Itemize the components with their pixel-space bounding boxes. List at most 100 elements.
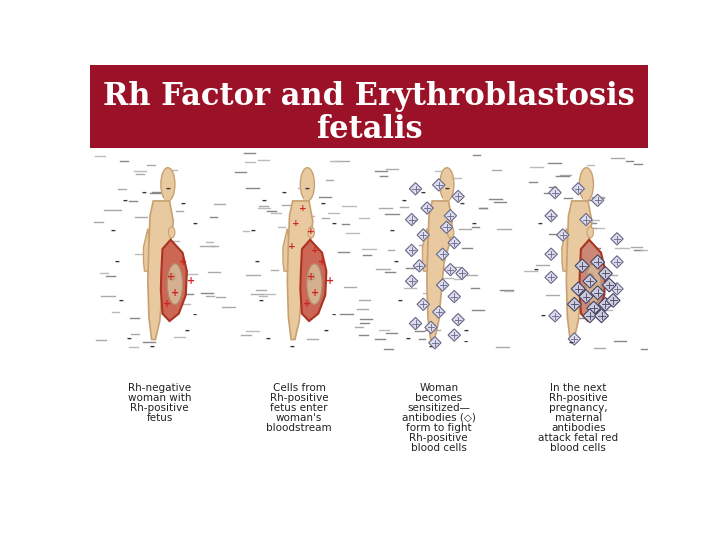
Text: +: +: [307, 272, 315, 282]
Polygon shape: [433, 306, 445, 318]
Bar: [90, 65, 648, 148]
Text: +: +: [179, 257, 187, 267]
Ellipse shape: [161, 168, 175, 201]
Text: –: –: [405, 334, 410, 344]
Polygon shape: [595, 309, 608, 323]
Text: –: –: [459, 199, 464, 209]
Text: –: –: [420, 187, 426, 198]
Polygon shape: [571, 282, 585, 296]
Text: maternal: maternal: [554, 413, 602, 423]
Bar: [90, 148, 648, 481]
Text: antibodies (◇): antibodies (◇): [402, 413, 476, 423]
Text: –: –: [464, 338, 468, 347]
Text: –: –: [397, 295, 402, 306]
Text: +: +: [288, 242, 295, 251]
Text: +: +: [326, 276, 334, 286]
Text: Rh-positive: Rh-positive: [549, 393, 608, 403]
Polygon shape: [598, 298, 612, 311]
Text: –: –: [165, 184, 170, 194]
Polygon shape: [549, 309, 561, 322]
Polygon shape: [557, 229, 569, 241]
Ellipse shape: [580, 168, 593, 201]
Polygon shape: [602, 278, 616, 292]
Polygon shape: [413, 260, 426, 272]
Text: +: +: [303, 299, 311, 309]
Text: –: –: [305, 184, 310, 194]
Text: –: –: [537, 218, 542, 228]
Text: –: –: [332, 218, 336, 228]
Text: fetus enter: fetus enter: [271, 403, 328, 413]
Text: –: –: [181, 199, 186, 209]
Polygon shape: [427, 201, 452, 340]
Text: –: –: [471, 218, 476, 228]
Polygon shape: [579, 289, 593, 303]
Polygon shape: [143, 228, 150, 271]
Polygon shape: [405, 213, 418, 226]
Polygon shape: [590, 255, 605, 269]
Text: antibodies: antibodies: [551, 423, 606, 433]
Text: woman's: woman's: [276, 413, 323, 423]
Text: –: –: [111, 226, 116, 236]
Ellipse shape: [308, 227, 315, 238]
Polygon shape: [448, 237, 461, 249]
Polygon shape: [441, 221, 453, 233]
Text: fetus: fetus: [147, 413, 173, 423]
Text: blood cells: blood cells: [411, 443, 467, 453]
Text: –: –: [332, 312, 336, 320]
Text: woman with: woman with: [128, 393, 192, 403]
Polygon shape: [545, 210, 557, 222]
Polygon shape: [549, 186, 561, 199]
Circle shape: [308, 273, 315, 280]
Text: –: –: [254, 257, 259, 267]
Text: +: +: [318, 257, 327, 267]
Circle shape: [587, 273, 593, 280]
Ellipse shape: [586, 264, 601, 305]
Text: –: –: [394, 257, 399, 267]
Text: +: +: [163, 299, 171, 309]
Text: –: –: [320, 199, 325, 209]
Polygon shape: [423, 228, 429, 271]
Polygon shape: [428, 336, 441, 349]
Polygon shape: [148, 201, 174, 340]
Polygon shape: [436, 279, 449, 291]
Polygon shape: [409, 318, 422, 330]
Bar: [582, 196, 588, 205]
Polygon shape: [417, 229, 429, 241]
Polygon shape: [433, 179, 445, 191]
Ellipse shape: [300, 168, 315, 201]
Polygon shape: [580, 240, 606, 321]
Ellipse shape: [167, 264, 183, 305]
Polygon shape: [583, 274, 597, 288]
Text: –: –: [126, 334, 131, 344]
Text: +: +: [171, 288, 179, 298]
Polygon shape: [444, 264, 456, 276]
Text: –: –: [266, 334, 271, 344]
Text: –: –: [402, 195, 406, 205]
Polygon shape: [606, 294, 620, 307]
Text: –: –: [142, 187, 147, 198]
Text: –: –: [324, 326, 329, 336]
Polygon shape: [611, 283, 624, 295]
Polygon shape: [545, 271, 557, 284]
Text: –: –: [119, 295, 123, 306]
Text: –: –: [282, 187, 286, 198]
Ellipse shape: [440, 168, 454, 201]
Polygon shape: [583, 309, 597, 323]
Text: –: –: [192, 218, 197, 228]
Polygon shape: [568, 333, 580, 345]
Text: +: +: [311, 246, 318, 255]
Polygon shape: [456, 267, 468, 280]
Text: –: –: [464, 326, 468, 336]
Polygon shape: [448, 329, 461, 341]
Text: Rh-negative: Rh-negative: [128, 383, 192, 393]
Text: –: –: [184, 326, 189, 336]
Text: Cells from: Cells from: [273, 383, 325, 393]
Text: –: –: [444, 184, 449, 194]
Text: –: –: [390, 226, 395, 236]
Ellipse shape: [307, 264, 322, 305]
Polygon shape: [611, 256, 624, 268]
Polygon shape: [421, 202, 433, 214]
Polygon shape: [444, 210, 456, 222]
Polygon shape: [283, 228, 289, 271]
Polygon shape: [452, 190, 464, 202]
